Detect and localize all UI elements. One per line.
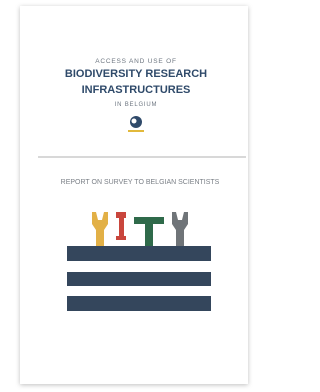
toolbox [67,246,211,311]
cover-thumbnail: ACCESS AND USE OF BIODIVERSITY RESEARCH … [0,0,268,392]
page: ACCESS AND USE OF BIODIVERSITY RESEARCH … [0,0,268,392]
title-line: INFRASTRUCTURES [82,84,191,96]
location: IN BELGIUM [115,102,158,108]
kicker: ACCESS AND USE OF [95,58,177,65]
title-line: BIODIVERSITY RESEARCH [65,68,207,80]
subtitle: REPORT ON SURVEY TO BELGIAN SCIENTISTS [61,179,220,186]
